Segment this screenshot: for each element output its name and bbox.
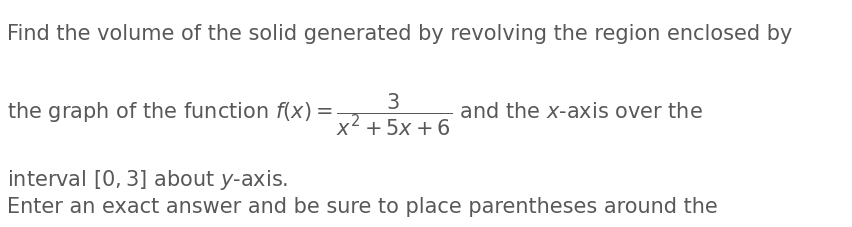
Text: the graph of the function $f(x) = \dfrac{3}{x^2+5x+6}$ and the $x$-axis over the: the graph of the function $f(x) = \dfrac…	[7, 92, 702, 138]
Text: Find the volume of the solid generated by revolving the region enclosed by: Find the volume of the solid generated b…	[7, 24, 792, 44]
Text: Enter an exact answer and be sure to place parentheses around the: Enter an exact answer and be sure to pla…	[7, 196, 717, 216]
Text: interval $[0, 3]$ about $y$-axis.: interval $[0, 3]$ about $y$-axis.	[7, 167, 288, 191]
